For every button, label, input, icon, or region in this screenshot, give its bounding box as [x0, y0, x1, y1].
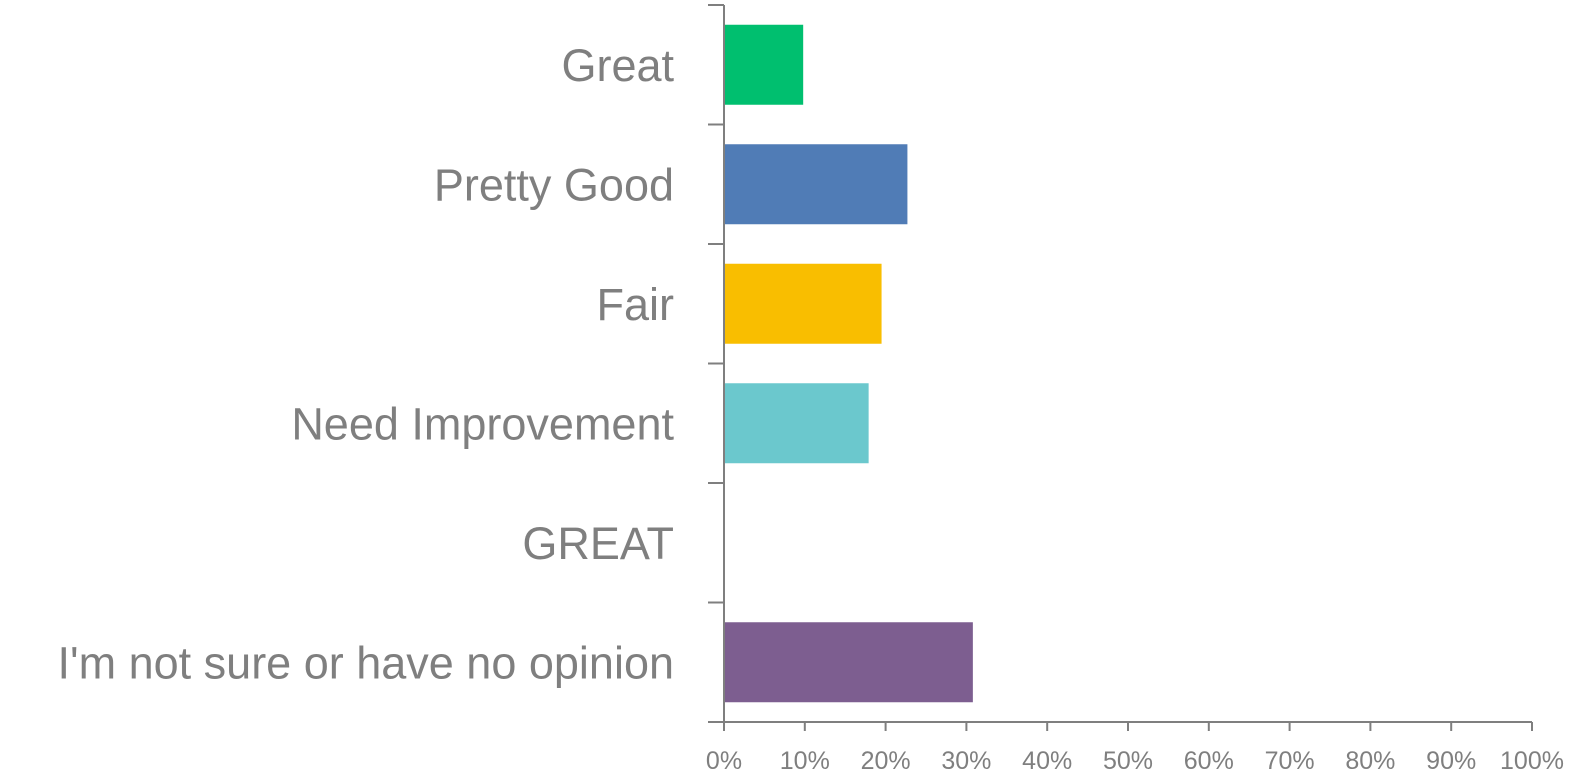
category-label: I'm not sure or have no opinion [58, 637, 674, 688]
x-tick-label: 50% [1103, 747, 1153, 775]
category-label: Fair [597, 279, 675, 330]
axes-group [723, 5, 1532, 723]
x-tick-label: 0% [706, 747, 742, 775]
bar-need-improvement [725, 383, 869, 464]
category-labels: Great Pretty Good Fair Need Improvement GREA… [58, 40, 675, 689]
bar-pretty-good [725, 144, 908, 225]
x-tick-label: 70% [1265, 747, 1315, 775]
x-tick-label: 90% [1426, 747, 1476, 775]
x-tick-label: 60% [1184, 747, 1234, 775]
x-tick-label: 10% [780, 747, 830, 775]
bar-fair [725, 263, 882, 344]
category-label: Great [561, 40, 674, 91]
y-axis-ticks [708, 4, 724, 723]
bars-group [725, 24, 973, 703]
x-tick-label: 30% [941, 747, 991, 775]
bar-great [725, 24, 804, 105]
x-tick-label: 20% [861, 747, 911, 775]
x-axis-ticks [723, 722, 1533, 731]
x-tick-label: 80% [1345, 747, 1395, 775]
x-tick-label: 100% [1500, 747, 1564, 775]
x-tick-labels: 0% 10% 20% 30% 40% 50% 60% 70% 80% 90% 100% [706, 747, 1564, 775]
x-tick-label: 40% [1022, 747, 1072, 775]
category-label: Pretty Good [434, 159, 674, 210]
bar-i-m-not-sure-or-have-no-opinion [725, 622, 973, 703]
category-label: Need Improvement [291, 398, 674, 449]
category-label: GREAT [522, 518, 674, 569]
